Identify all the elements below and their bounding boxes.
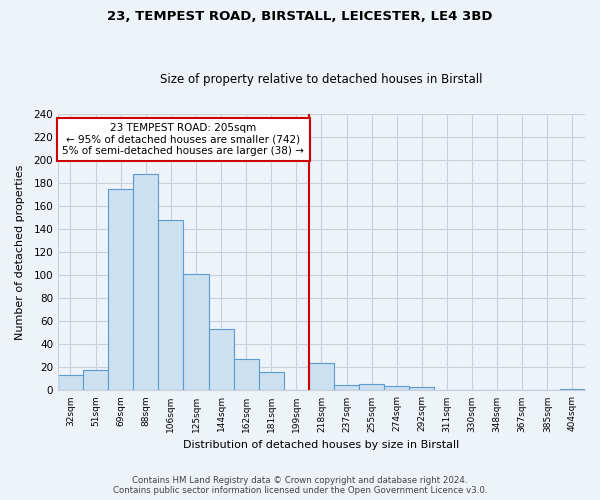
Bar [334, 384, 359, 390]
Bar [259, 372, 284, 390]
Bar [184, 274, 209, 390]
Y-axis label: Number of detached properties: Number of detached properties [15, 164, 25, 340]
Bar [133, 174, 158, 390]
Title: Size of property relative to detached houses in Birstall: Size of property relative to detached ho… [160, 73, 483, 86]
Bar [108, 188, 133, 390]
Text: 23 TEMPEST ROAD: 205sqm
← 95% of detached houses are smaller (742)
5% of semi-de: 23 TEMPEST ROAD: 205sqm ← 95% of detache… [62, 123, 304, 156]
Text: Contains HM Land Registry data © Crown copyright and database right 2024.
Contai: Contains HM Land Registry data © Crown c… [113, 476, 487, 495]
Bar [384, 386, 409, 390]
Bar [309, 362, 334, 390]
X-axis label: Distribution of detached houses by size in Birstall: Distribution of detached houses by size … [184, 440, 460, 450]
Bar [158, 220, 184, 390]
Text: 23, TEMPEST ROAD, BIRSTALL, LEICESTER, LE4 3BD: 23, TEMPEST ROAD, BIRSTALL, LEICESTER, L… [107, 10, 493, 23]
Bar [409, 387, 434, 390]
Bar [359, 384, 384, 390]
Bar [83, 370, 108, 390]
Bar [58, 376, 83, 390]
Bar [233, 360, 259, 390]
Bar [209, 330, 233, 390]
